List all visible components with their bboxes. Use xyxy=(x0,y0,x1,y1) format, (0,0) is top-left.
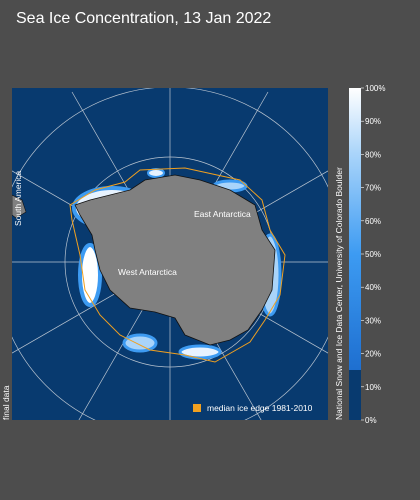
tick-label: 100% xyxy=(365,84,385,93)
region-label: South America xyxy=(13,170,23,226)
legend-label: median ice edge 1981-2010 xyxy=(207,403,313,413)
tick-label: 40% xyxy=(365,283,381,292)
tick-label: 90% xyxy=(365,117,381,126)
region-label: West Antarctica xyxy=(118,267,177,277)
title: Sea Ice Concentration, 13 Jan 2022 xyxy=(16,10,271,27)
legend-swatch xyxy=(193,404,201,412)
tick-label: 70% xyxy=(365,184,381,193)
tick-label: 0% xyxy=(365,416,377,425)
tick-label: 80% xyxy=(365,150,381,159)
tick-label: 50% xyxy=(365,250,381,259)
antarctica xyxy=(74,174,276,346)
colorbar-ticks: 0% 10% 20% 30% 40% 50% 60% 70% 80% 90% 100% xyxy=(361,84,385,425)
median-ice-edge xyxy=(69,167,286,363)
tick-label: 30% xyxy=(365,316,381,325)
tick-label: 20% xyxy=(365,350,381,359)
tick-label: 60% xyxy=(365,217,381,226)
status-label: final data xyxy=(1,385,11,420)
tick-label: 10% xyxy=(365,383,381,392)
credit: National Snow and Ice Data Center, Unive… xyxy=(334,167,344,420)
map: East Antarctica West Antarctica South Am… xyxy=(12,88,328,420)
south-america xyxy=(12,194,27,219)
colorbar xyxy=(349,88,361,420)
region-label: East Antarctica xyxy=(194,209,251,219)
